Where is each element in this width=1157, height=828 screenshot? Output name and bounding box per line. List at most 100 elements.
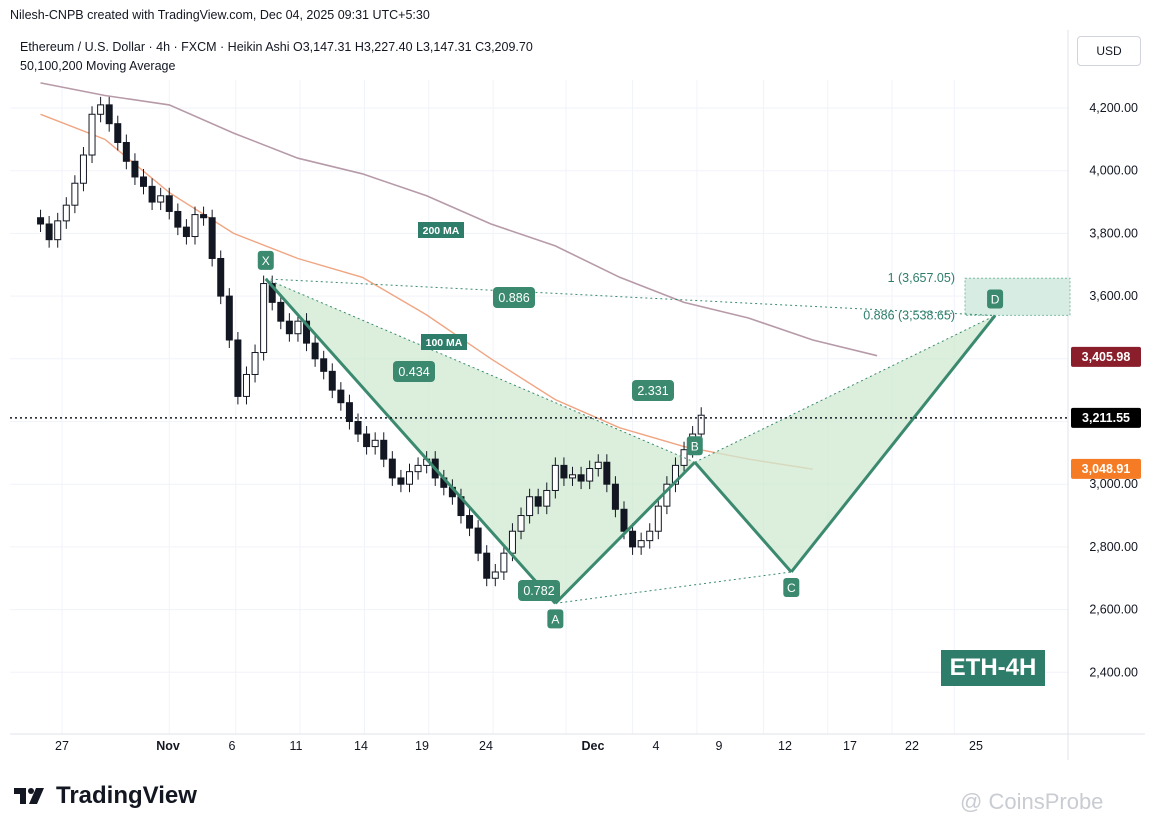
candle-body <box>603 461 611 485</box>
price-tag-text: 3,211.55 <box>1082 411 1130 425</box>
candle-body <box>405 471 413 485</box>
price-tag-bg <box>1071 407 1141 428</box>
candle-body <box>62 204 70 222</box>
pattern-ratio-line <box>694 315 996 463</box>
x-tick-label: 24 <box>479 739 493 753</box>
candle-body <box>345 402 353 423</box>
price-tag-text: 3,048.91 <box>1082 462 1131 476</box>
candle-body <box>526 496 534 517</box>
candle-body <box>114 123 122 143</box>
candle-body <box>54 220 62 241</box>
x-tick-label: Nov <box>156 739 180 753</box>
ma-label-text: 200 MA <box>423 225 460 237</box>
tradingview-logo[interactable]: TradingView <box>14 782 197 810</box>
pattern-triangle-xab <box>265 278 695 604</box>
ma-label-text: 100 MA <box>426 337 463 349</box>
candle-body <box>277 301 285 322</box>
x-tick-label: 6 <box>229 739 236 753</box>
x-tick-label: 27 <box>55 739 69 753</box>
pattern-leg <box>693 461 793 573</box>
y-tick-label: 4,000.00 <box>1089 164 1138 178</box>
tradingview-logo-icon <box>14 784 48 808</box>
candle-body <box>646 530 654 542</box>
candle-body <box>577 474 585 482</box>
candle-body <box>397 477 405 485</box>
price-tag-bg <box>1071 346 1141 367</box>
candle-body <box>122 141 130 162</box>
ratio-badge-bg <box>493 287 535 308</box>
ma-label-bg <box>421 334 467 350</box>
currency-button[interactable]: USD <box>1077 36 1141 66</box>
candle-body <box>483 552 491 579</box>
candle-body <box>414 464 422 473</box>
y-tick-label: 2,400.00 <box>1089 665 1138 679</box>
ma-label-bg <box>418 222 464 238</box>
candle-body <box>191 214 199 238</box>
candle-body <box>251 352 259 375</box>
candle-body <box>165 195 173 212</box>
candle-body <box>517 515 525 532</box>
candle-body <box>294 320 302 335</box>
ratio-badge-text: 0.782 <box>523 584 554 598</box>
candle-body <box>337 389 345 404</box>
candle-body <box>328 370 336 391</box>
x-tick-label: Dec <box>582 739 605 753</box>
candle-body <box>611 483 619 510</box>
candle-body <box>131 160 139 178</box>
candle-body <box>105 104 113 125</box>
candle-body <box>200 214 208 219</box>
candle-body <box>569 474 577 479</box>
pattern-point-bg <box>987 289 1004 309</box>
tradingview-logo-text: TradingView <box>56 782 197 809</box>
candle-body <box>268 283 276 303</box>
candle-body <box>285 320 293 335</box>
candle-body <box>380 439 388 460</box>
candle-body <box>363 433 371 448</box>
candle-body <box>466 515 474 529</box>
x-tick-label: 19 <box>415 739 429 753</box>
ratio-badge-text: 0.434 <box>398 365 429 379</box>
pattern-point-bg <box>686 436 703 456</box>
pattern-point-label: C <box>787 581 796 595</box>
candle-body <box>388 458 396 479</box>
candle-body <box>671 464 679 485</box>
candle-body <box>534 496 542 507</box>
candle-body <box>620 508 628 532</box>
candle-body <box>88 113 96 156</box>
candle-body <box>560 464 568 479</box>
candle-body <box>148 185 156 203</box>
watermark-text: CoinsProbe <box>988 789 1104 814</box>
candle-body <box>543 489 551 507</box>
pattern-point-label: D <box>991 293 1000 307</box>
candle-body <box>225 295 233 341</box>
ratio-badge-text: 0.886 <box>498 291 529 305</box>
candle-body <box>260 283 268 354</box>
pattern-point-bg <box>257 250 274 270</box>
x-tick-label: 11 <box>290 739 303 753</box>
eth-4h-badge: ETH-4H <box>941 650 1045 686</box>
ma200-line <box>40 82 878 357</box>
candle-body <box>242 373 250 397</box>
candle-body <box>551 464 559 491</box>
candle-body <box>654 505 662 532</box>
pattern-triangle-bcd <box>694 315 996 572</box>
candle-body <box>371 439 379 448</box>
candle-body <box>234 339 242 397</box>
candle-body <box>474 527 482 554</box>
candle-body <box>491 571 499 579</box>
x-tick-label: 17 <box>843 739 857 753</box>
candle-body <box>217 257 225 297</box>
ratio-badge-bg <box>632 380 674 401</box>
x-tick-label: 22 <box>905 739 919 753</box>
ratio-badge-text: 2.331 <box>637 384 668 398</box>
pattern-point-bg <box>783 577 800 597</box>
candle-body <box>320 358 328 372</box>
x-tick-label: 14 <box>354 739 368 753</box>
pattern-leg <box>264 277 557 605</box>
candle-body <box>500 552 508 573</box>
candle-body <box>45 223 53 241</box>
candle-body <box>311 342 319 360</box>
pattern-point-label: A <box>551 612 559 626</box>
candle-body <box>157 195 165 203</box>
